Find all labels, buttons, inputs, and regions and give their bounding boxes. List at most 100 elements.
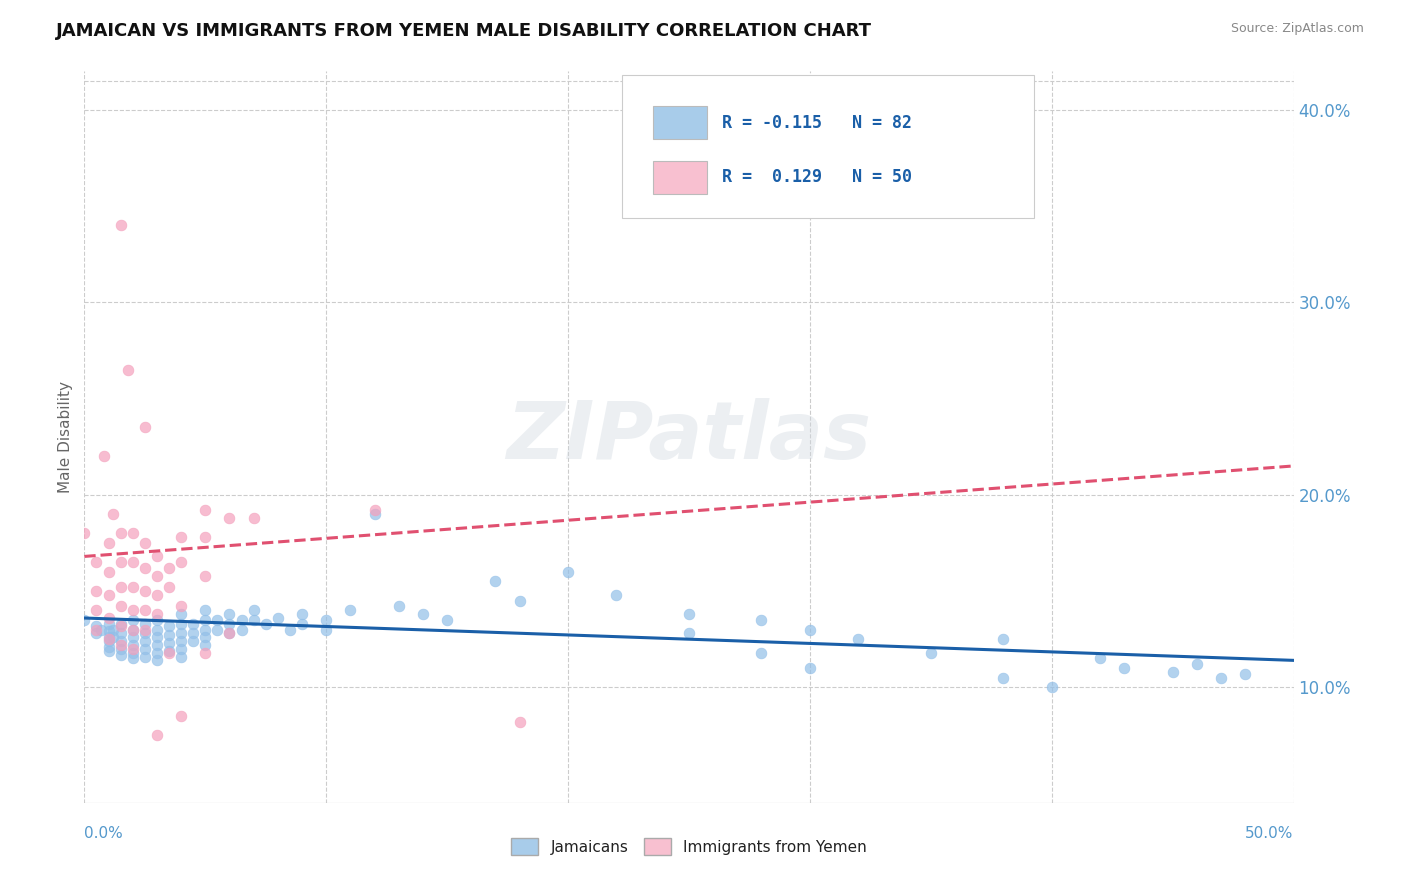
Point <box>157 636 180 650</box>
Point <box>242 511 264 525</box>
Point <box>605 588 627 602</box>
Point <box>146 549 169 564</box>
Point <box>97 624 120 639</box>
Point <box>86 603 108 617</box>
Point <box>181 634 204 648</box>
Point <box>103 623 125 637</box>
Point <box>121 623 143 637</box>
Point <box>194 530 217 544</box>
Point <box>97 588 120 602</box>
Point <box>170 641 193 656</box>
Point <box>170 530 193 544</box>
Point <box>110 641 132 656</box>
Point <box>291 607 314 622</box>
Point <box>121 641 143 656</box>
Point <box>97 616 120 631</box>
Point <box>157 580 180 594</box>
Point <box>181 616 204 631</box>
Text: Source: ZipAtlas.com: Source: ZipAtlas.com <box>1230 22 1364 36</box>
Point <box>170 709 193 723</box>
Point <box>134 603 156 617</box>
Point <box>121 623 143 637</box>
Point <box>134 634 156 648</box>
Point <box>194 646 217 660</box>
Point <box>363 503 385 517</box>
Point <box>97 565 120 579</box>
Point <box>121 580 143 594</box>
Point <box>110 580 132 594</box>
Point <box>194 613 217 627</box>
Point <box>97 630 120 644</box>
Point <box>254 616 277 631</box>
Point <box>97 644 120 658</box>
Point <box>1040 681 1063 695</box>
Point <box>110 634 132 648</box>
Point <box>231 613 253 627</box>
Point <box>134 623 156 637</box>
Point <box>1209 671 1232 685</box>
Point <box>134 584 156 599</box>
Point <box>157 618 180 632</box>
Point <box>218 607 240 622</box>
Point <box>218 626 240 640</box>
Text: 0.0%: 0.0% <box>84 826 124 841</box>
FancyBboxPatch shape <box>652 161 707 194</box>
Point <box>134 641 156 656</box>
Point <box>315 623 337 637</box>
Point <box>90 623 112 637</box>
Point <box>146 623 169 637</box>
Point <box>97 611 120 625</box>
Point <box>73 526 96 541</box>
Point <box>846 632 869 647</box>
Point <box>1088 651 1111 665</box>
Point <box>146 646 169 660</box>
Text: ZIPatlas: ZIPatlas <box>506 398 872 476</box>
Point <box>121 646 143 660</box>
Point <box>242 613 264 627</box>
Point <box>146 613 169 627</box>
Point <box>207 613 229 627</box>
Point <box>170 626 193 640</box>
Point <box>86 584 108 599</box>
Point <box>315 613 337 627</box>
Point <box>1234 666 1257 681</box>
Point <box>121 526 143 541</box>
Text: 50.0%: 50.0% <box>1246 826 1294 841</box>
Point <box>363 507 385 521</box>
Point <box>121 555 143 569</box>
FancyBboxPatch shape <box>652 106 707 138</box>
Point <box>920 646 942 660</box>
Point <box>110 616 132 631</box>
Point <box>170 599 193 614</box>
Point <box>110 648 132 662</box>
Point <box>146 588 169 602</box>
Point <box>146 630 169 644</box>
Point <box>146 568 169 582</box>
Point <box>134 420 156 434</box>
Text: R = -0.115   N = 82: R = -0.115 N = 82 <box>721 113 911 131</box>
Point <box>121 630 143 644</box>
Point <box>97 632 120 647</box>
Point <box>134 626 156 640</box>
Point <box>157 628 180 642</box>
Point <box>1185 657 1208 672</box>
Point <box>194 568 217 582</box>
Point <box>751 613 773 627</box>
Point <box>86 626 108 640</box>
Point <box>993 671 1015 685</box>
Point <box>1114 661 1136 675</box>
Point <box>170 607 193 622</box>
Point <box>110 526 132 541</box>
Point <box>103 630 125 644</box>
Point <box>157 644 180 658</box>
Text: JAMAICAN VS IMMIGRANTS FROM YEMEN MALE DISABILITY CORRELATION CHART: JAMAICAN VS IMMIGRANTS FROM YEMEN MALE D… <box>56 22 872 40</box>
Point <box>242 603 264 617</box>
Point <box>110 599 132 614</box>
Point <box>509 593 531 607</box>
Point <box>194 623 217 637</box>
Point <box>678 626 700 640</box>
Point <box>218 511 240 525</box>
Point <box>146 638 169 652</box>
Point <box>291 616 314 631</box>
Point <box>146 653 169 667</box>
